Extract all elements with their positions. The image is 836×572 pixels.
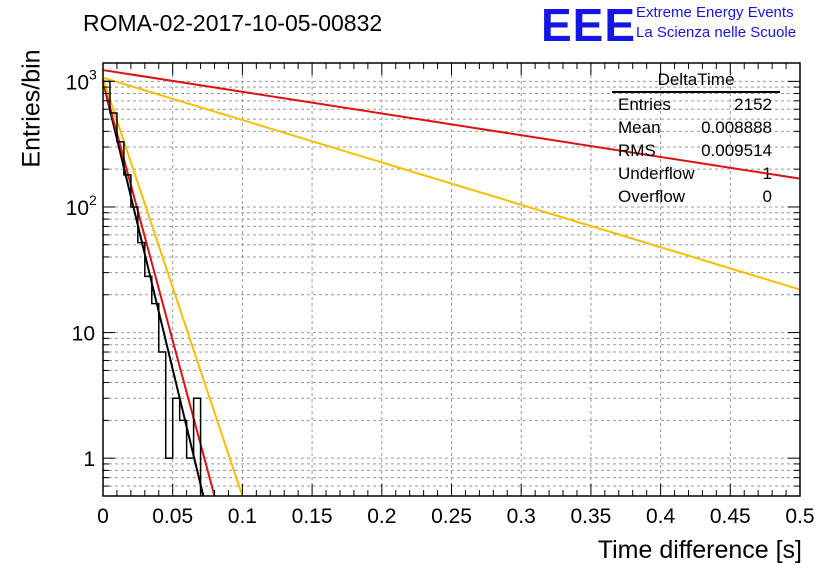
histogram-outline [103,80,202,496]
y-tick-exponent: 2 [89,192,97,208]
y-axis-label: Entries/bin [17,49,46,168]
y-tick-exponent: 3 [89,66,97,82]
stats-label: Mean [618,118,661,137]
y-tick-label: 1 [83,448,95,471]
logo-line-2: La Scienza nelle Scuole [636,24,797,41]
stats-title: DeltaTime [612,70,780,93]
axis-ticks [102,63,801,497]
red-steep [102,81,216,497]
stats-value: 1 [762,164,772,183]
fit-curves [102,69,801,497]
x-tick-label: 0.45 [710,505,751,528]
x-tick-label: 0 [97,505,109,528]
stats-row: Underflow 1 [612,162,780,185]
x-tick-labels: 0 0.05 0.1 0.15 0.2 0.25 0.3 0.35 0.4 0.45 0.5 [97,505,814,528]
x-tick-label: 0.4 [646,505,676,528]
stats-box: DeltaTime Entries 2152 Mean 0.008888 RMS 0.… [612,70,780,208]
eee-logo: EEE [541,0,637,51]
x-tick-label: 0.35 [570,505,611,528]
x-tick-label: 0.25 [431,505,472,528]
stats-value: 0.008888 [701,118,772,137]
y-tick-label: 10 [66,71,89,94]
x-tick-label: 0.05 [152,505,193,528]
x-tick-label: 0.2 [367,505,396,528]
stats-label: RMS [618,141,656,160]
stats-label: Underflow [618,164,695,183]
y-tick-label: 10 [66,197,89,220]
x-tick-label: 0.5 [785,505,814,528]
x-tick-label: 0.1 [228,505,257,528]
red-long [102,69,801,180]
orange-long [102,76,801,291]
logo-line-1: Extreme Energy Events [636,4,794,21]
stats-label: Entries [618,95,671,114]
y-tick-label: 10 [72,323,95,346]
black-fit [102,81,205,497]
histogram [103,80,202,496]
stats-value: 0 [762,187,772,206]
stats-row: Entries 2152 [612,93,780,116]
stats-value: 2152 [734,95,772,114]
x-tick-label: 0.3 [507,505,536,528]
stats-label: Overflow [618,187,686,206]
orange-steep [102,78,244,497]
x-axis-label: Time difference [s] [597,536,802,564]
x-tick-label: 0.15 [292,505,333,528]
stats-row: Mean 0.008888 [612,116,780,139]
stats-row: RMS 0.009514 [612,139,780,162]
stats-row: Overflow 0 [612,185,780,208]
chart-title: ROMA-02-2017-10-05-00832 [83,10,383,36]
logo-text: Extreme Energy Events La Scienza nelle S… [636,3,796,43]
stats-value: 0.009514 [701,141,772,160]
